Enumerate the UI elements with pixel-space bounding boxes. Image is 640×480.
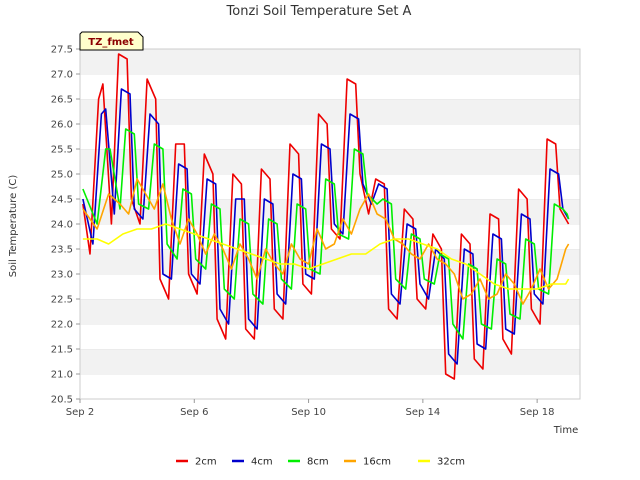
legend: 2cm 4cm 8cm 16cm 32cm bbox=[176, 457, 465, 468]
x-tick-label: Sep 18 bbox=[520, 407, 555, 418]
grid-band bbox=[80, 299, 580, 324]
series-lines bbox=[82, 53, 570, 380]
y-tick-label: 27.5 bbox=[51, 45, 73, 56]
grid-band bbox=[80, 74, 580, 99]
legend-label-2cm: 2cm bbox=[195, 457, 217, 468]
y-axis-title: Soil Temperature (C) bbox=[8, 175, 19, 278]
grid-band bbox=[80, 374, 580, 399]
x-axis-title: Time bbox=[553, 425, 578, 436]
y-tick-label: 24.0 bbox=[51, 220, 73, 231]
y-tick-label: 22.5 bbox=[51, 295, 73, 306]
legend-label-32cm: 32cm bbox=[437, 457, 465, 468]
y-tick-label: 25.0 bbox=[51, 170, 73, 181]
dataset-badge-label: TZ_fmet bbox=[88, 37, 134, 48]
chart-title: Tonzi Soil Temperature Set A bbox=[226, 4, 412, 19]
dataset-badge-box bbox=[79, 31, 144, 51]
x-axis-ticks: Sep 2 Sep 6 Sep 10 Sep 14 Sep 18 bbox=[66, 399, 555, 418]
y-tick-label: 21.0 bbox=[51, 370, 73, 381]
series-line-32cm bbox=[82, 223, 570, 290]
dataset-badge: TZ_fmet bbox=[79, 31, 144, 51]
y-tick-label: 20.5 bbox=[51, 395, 73, 406]
legend-label-4cm: 4cm bbox=[251, 457, 273, 468]
x-tick-label: Sep 14 bbox=[405, 407, 440, 418]
grid-band bbox=[80, 324, 580, 349]
x-tick-label: Sep 2 bbox=[66, 407, 94, 418]
grid-band bbox=[80, 124, 580, 149]
legend-label-8cm: 8cm bbox=[307, 457, 329, 468]
x-tick-label: Sep 6 bbox=[180, 407, 208, 418]
y-tick-label: 24.5 bbox=[51, 195, 73, 206]
grid-band bbox=[80, 274, 580, 299]
grid-band bbox=[80, 49, 580, 74]
y-tick-label: 21.5 bbox=[51, 345, 73, 356]
y-tick-label: 26.0 bbox=[51, 120, 73, 131]
legend-label-16cm: 16cm bbox=[363, 457, 391, 468]
series-line-4cm bbox=[82, 88, 570, 365]
grid-band bbox=[80, 349, 580, 374]
y-tick-label: 23.5 bbox=[51, 245, 73, 256]
y-tick-label: 26.5 bbox=[51, 95, 73, 106]
series-line-8cm bbox=[82, 128, 570, 340]
grid-band bbox=[80, 99, 580, 124]
y-tick-label: 23.0 bbox=[51, 270, 73, 281]
x-tick-label: Sep 10 bbox=[291, 407, 326, 418]
y-axis-ticks: 20.5 21.0 21.5 22.0 22.5 23.0 23.5 24.0 24.5 25.0… bbox=[51, 45, 80, 406]
y-tick-label: 22.0 bbox=[51, 320, 73, 331]
y-tick-label: 25.5 bbox=[51, 145, 73, 156]
series-line-2cm bbox=[82, 53, 570, 380]
y-tick-label: 27.0 bbox=[51, 70, 73, 81]
